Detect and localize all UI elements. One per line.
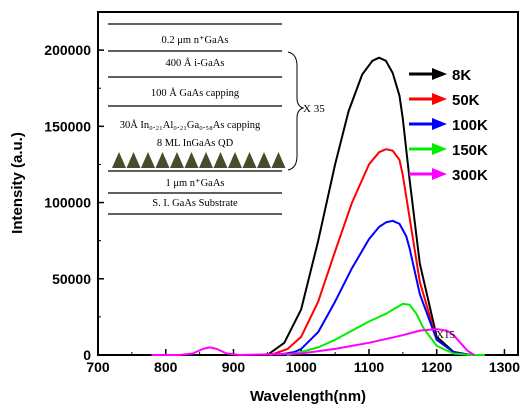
- y-tick-label: 200000: [44, 42, 91, 58]
- quantum-dot-triangle: [155, 152, 170, 168]
- y-tick-label: 100000: [44, 195, 91, 211]
- quantum-dot-triangle: [199, 152, 213, 168]
- quantum-dot-triangle: [257, 152, 271, 168]
- layer-label: 400 Å i-GaAs: [166, 57, 225, 69]
- x-tick-label: 1000: [286, 359, 317, 375]
- y-axis: 0 50000 100000 150000 200000: [44, 42, 104, 363]
- quantum-dot-triangle: [112, 152, 126, 168]
- legend-arrow-icon: [432, 118, 447, 130]
- legend: 8K 50K 100K 150K 300K: [409, 67, 488, 184]
- plot-frame: [97, 11, 519, 356]
- x-tick-label: 1200: [421, 359, 452, 375]
- quantum-dot-triangle: [271, 152, 286, 168]
- period-label: X 35: [303, 103, 325, 115]
- period-brace: [287, 51, 305, 171]
- y-axis-title: Intensity (a.u.): [9, 132, 26, 234]
- quantum-dot-triangle: [141, 152, 155, 168]
- quantum-dot-triangles: [112, 152, 286, 168]
- quantum-dot-triangle: [213, 152, 228, 168]
- quantum-dot-triangle: [126, 152, 141, 168]
- layer-label: 8 ML InGaAs QD: [157, 138, 234, 149]
- legend-arrow-icon: [432, 168, 447, 180]
- quantum-dot-triangle: [242, 152, 257, 168]
- x-tick-label: 800: [154, 359, 178, 375]
- layer-label: 30Å In₀.₂₁Al₀.₂₁Ga₀.₅₈As capping: [120, 119, 261, 131]
- legend-arrow-icon: [432, 68, 447, 80]
- quantum-dot-triangle: [228, 152, 242, 168]
- series-line-150k: [286, 302, 486, 356]
- legend-arrow-icon: [432, 143, 447, 155]
- legend-label: 150K: [452, 142, 488, 159]
- layer-label: S. I. GaAs Substrate: [152, 198, 238, 209]
- x-axis: 700 800 900 1000 1100 1200 1300: [86, 349, 520, 375]
- series-lines: [151, 56, 486, 356]
- x-tick-label: 700: [86, 359, 110, 375]
- series-line-100k: [276, 219, 486, 356]
- layer-label: 0.2 μm n⁺GaAs: [162, 35, 229, 46]
- layer-label: 100 Å GaAs capping: [151, 87, 240, 99]
- x-axis-title: Wavelength(nm): [250, 388, 366, 405]
- series-line-300k: [151, 328, 475, 356]
- quantum-dot-triangle: [170, 152, 184, 168]
- legend-label: 8K: [452, 67, 471, 84]
- legend-label: 100K: [452, 117, 488, 134]
- x-tick-label: 1100: [354, 359, 385, 375]
- quantum-dot-triangle: [184, 152, 199, 168]
- x15-annotation: X15: [436, 329, 455, 341]
- legend-label: 300K: [452, 167, 488, 184]
- layer-label: 1 μm n⁺GaAs: [165, 178, 224, 189]
- y-tick-label: 150000: [44, 118, 91, 134]
- legend-label: 50K: [452, 92, 480, 109]
- x-tick-label: 900: [222, 359, 246, 375]
- x-tick-label: 1300: [489, 359, 520, 375]
- y-tick-label: 50000: [52, 271, 91, 287]
- y-tick-label: 0: [83, 347, 91, 363]
- sample-structure-inset: 0.2 μm n⁺GaAs 400 Å i-GaAs 100 Å GaAs ca…: [108, 23, 325, 215]
- legend-arrow-icon: [432, 93, 447, 105]
